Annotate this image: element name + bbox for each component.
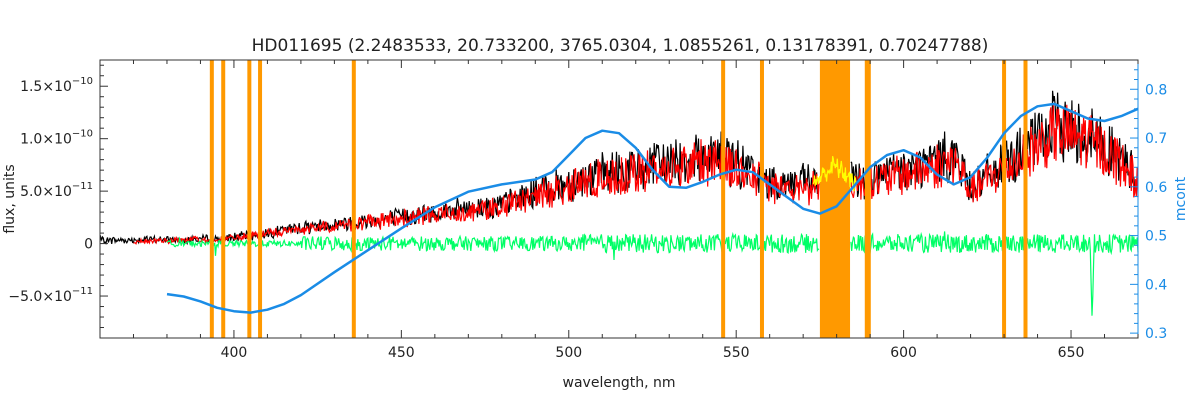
y-right-tick-label: 0.3 xyxy=(1145,326,1167,342)
masked-line-marker xyxy=(258,60,263,338)
y-left-tick-label: 0 xyxy=(84,237,93,253)
y-left-tick-label: 5.0×10−11 xyxy=(20,181,93,200)
masked-line-marker xyxy=(247,60,252,338)
y-left-tick-label: 1.5×10−10 xyxy=(20,76,93,95)
y-right-tick-label: 0.5 xyxy=(1145,229,1167,245)
x-tick-label: 550 xyxy=(723,345,750,361)
masked-line-marker xyxy=(759,60,764,338)
plot-area xyxy=(99,60,1139,338)
x-tick-label: 500 xyxy=(555,345,582,361)
y-left-tick-label: −5.0×10−11 xyxy=(8,286,93,305)
observed-flux-line xyxy=(99,90,1139,246)
y-axis-label-right: mcont xyxy=(1173,176,1189,221)
y-left-tick-label: 1.0×10−10 xyxy=(20,129,93,148)
chart-title: HD011695 (2.2483533, 20.733200, 3765.030… xyxy=(252,36,989,56)
masked-line-marker xyxy=(721,60,726,338)
masked-line-marker xyxy=(866,60,871,338)
residuals-line xyxy=(166,231,1139,316)
x-tick-label: 450 xyxy=(388,345,415,361)
masked-line-marker xyxy=(1002,60,1007,338)
masked-line-marker xyxy=(1023,60,1028,338)
masked-line-marker xyxy=(351,60,356,338)
y-right-tick-label: 0.4 xyxy=(1145,277,1167,293)
x-tick-label: 650 xyxy=(1058,345,1085,361)
mcont-line xyxy=(166,102,1139,314)
plot-frame xyxy=(99,59,1139,339)
y-right-tick-label: 0.7 xyxy=(1145,131,1167,147)
masked-flux-line xyxy=(812,155,857,192)
y-right-tick-label: 0.8 xyxy=(1145,82,1167,98)
masked-line-marker xyxy=(864,60,869,338)
x-axis-label: wavelength, nm xyxy=(563,375,676,391)
masked-band xyxy=(819,60,851,338)
axes: 400 450 500 550 600 650 1.5×10−10 1.0×10−10 5.0×… xyxy=(8,60,1167,361)
x-tick-label: 600 xyxy=(890,345,917,361)
y-right-tick-label: 0.6 xyxy=(1145,180,1167,196)
x-tick-label: 400 xyxy=(221,345,248,361)
y-axis-label-left: flux, units xyxy=(2,164,18,233)
masked-line-marker xyxy=(209,60,214,338)
masked-line-marker xyxy=(221,60,226,338)
